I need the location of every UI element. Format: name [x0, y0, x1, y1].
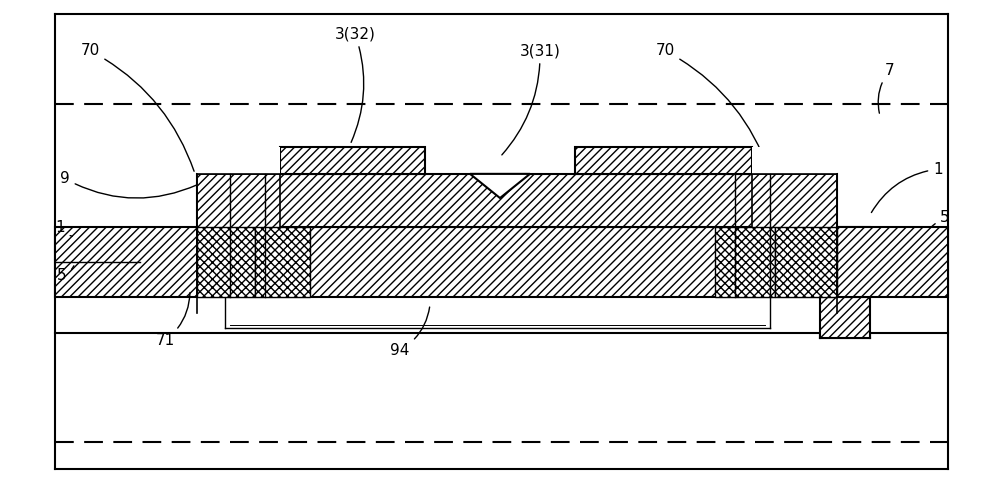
- Text: 1: 1: [871, 161, 943, 213]
- Bar: [197, 227, 255, 297]
- Text: 94: 94: [390, 307, 430, 358]
- Bar: [575, 147, 752, 174]
- Bar: [820, 297, 870, 338]
- Bar: [775, 227, 837, 297]
- Bar: [752, 174, 837, 243]
- Bar: [197, 174, 837, 227]
- Text: 70: 70: [655, 43, 769, 171]
- Text: 5: 5: [910, 210, 950, 265]
- Text: 5: 5: [57, 266, 74, 283]
- Text: 3(31): 3(31): [502, 43, 560, 155]
- Text: 70: 70: [80, 43, 194, 171]
- Bar: [280, 147, 425, 174]
- Text: 7: 7: [878, 62, 895, 113]
- Bar: [715, 227, 775, 297]
- Text: 71: 71: [155, 293, 190, 348]
- Text: 9: 9: [60, 171, 197, 198]
- Bar: [55, 227, 870, 297]
- Bar: [837, 227, 948, 297]
- Bar: [197, 147, 280, 174]
- Bar: [752, 147, 837, 174]
- Bar: [197, 174, 280, 243]
- Text: 1: 1: [55, 219, 72, 236]
- Text: 3(32): 3(32): [335, 26, 375, 142]
- Polygon shape: [470, 174, 530, 198]
- Bar: [255, 227, 310, 297]
